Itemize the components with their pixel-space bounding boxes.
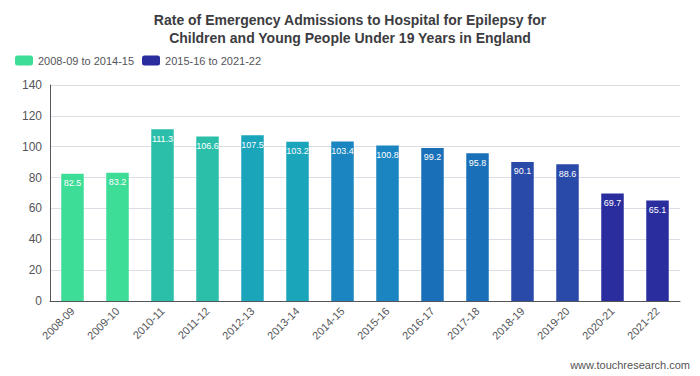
svg-text:www.touchresearch.com: www.touchresearch.com xyxy=(569,359,690,371)
svg-text:107.5: 107.5 xyxy=(241,140,264,150)
svg-text:100: 100 xyxy=(22,140,42,154)
svg-text:80: 80 xyxy=(29,171,43,185)
svg-text:Rate of Emergency Admissions t: Rate of Emergency Admissions to Hospital… xyxy=(154,12,547,28)
svg-text:106.6: 106.6 xyxy=(196,141,219,151)
svg-text:2015-16: 2015-16 xyxy=(355,305,392,342)
svg-text:65.1: 65.1 xyxy=(649,205,667,215)
svg-text:0: 0 xyxy=(35,294,42,308)
svg-text:60: 60 xyxy=(29,201,43,215)
svg-text:69.7: 69.7 xyxy=(604,198,622,208)
svg-text:90.1: 90.1 xyxy=(514,166,532,176)
svg-text:20: 20 xyxy=(29,263,43,277)
svg-text:2011-12: 2011-12 xyxy=(175,305,211,341)
svg-text:103.4: 103.4 xyxy=(331,146,354,156)
svg-text:82.5: 82.5 xyxy=(64,178,82,188)
svg-text:83.2: 83.2 xyxy=(109,177,127,187)
svg-text:2008-09 to 2014-15: 2008-09 to 2014-15 xyxy=(38,55,134,67)
svg-text:2015-16 to 2021-22: 2015-16 to 2021-22 xyxy=(165,55,261,67)
svg-text:103.2: 103.2 xyxy=(286,146,309,156)
svg-text:2019-20: 2019-20 xyxy=(535,305,572,342)
svg-text:2010-11: 2010-11 xyxy=(130,305,166,341)
svg-text:2020-21: 2020-21 xyxy=(580,305,617,342)
svg-text:2016-17: 2016-17 xyxy=(400,305,437,342)
svg-text:120: 120 xyxy=(22,109,42,123)
svg-text:2012-13: 2012-13 xyxy=(220,305,257,342)
svg-text:2008-09: 2008-09 xyxy=(40,305,77,342)
svg-text:40: 40 xyxy=(29,232,43,246)
svg-text:99.2: 99.2 xyxy=(424,152,442,162)
svg-text:100.8: 100.8 xyxy=(376,150,399,160)
svg-text:88.6: 88.6 xyxy=(559,169,577,179)
svg-text:Children and Young People Unde: Children and Young People Under 19 Years… xyxy=(169,30,531,46)
svg-text:95.8: 95.8 xyxy=(469,158,487,168)
svg-text:2013-14: 2013-14 xyxy=(265,305,302,342)
svg-text:2014-15: 2014-15 xyxy=(310,305,347,342)
svg-text:2018-19: 2018-19 xyxy=(490,305,527,342)
svg-text:2021-22: 2021-22 xyxy=(625,305,662,342)
svg-text:2017-18: 2017-18 xyxy=(445,305,482,342)
svg-text:140: 140 xyxy=(22,78,42,92)
svg-text:111.3: 111.3 xyxy=(152,134,173,144)
svg-text:2009-10: 2009-10 xyxy=(85,305,122,342)
